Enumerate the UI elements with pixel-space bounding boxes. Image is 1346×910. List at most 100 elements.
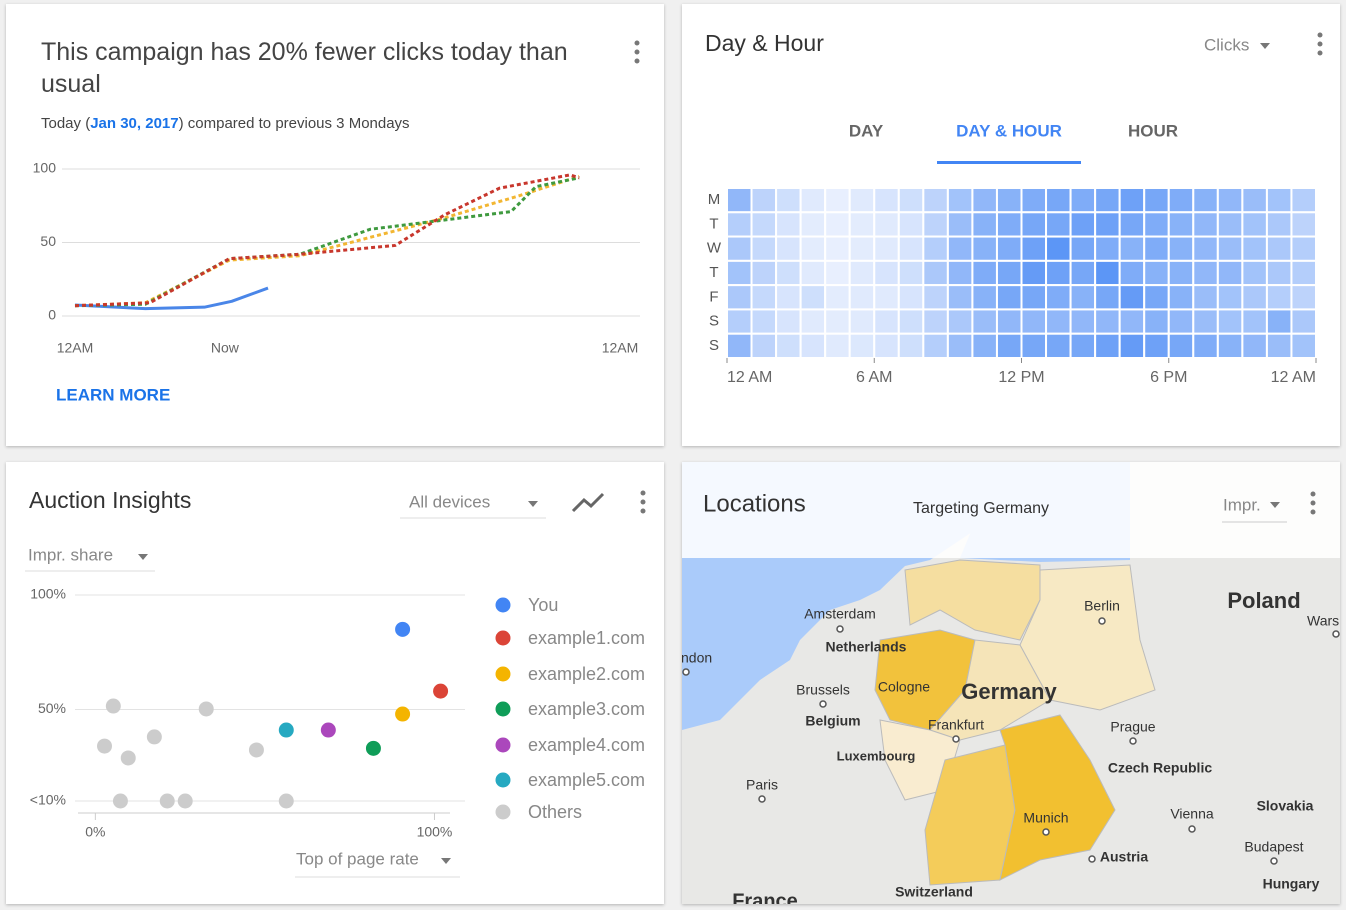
row-label: S (709, 337, 719, 354)
place-label: Amsterdam (804, 606, 876, 622)
dropdown-arrow (1260, 43, 1270, 49)
heat-cell (971, 308, 998, 335)
heat-cell (922, 308, 949, 335)
heat-cell (873, 308, 900, 335)
heat-cell (848, 332, 876, 360)
heat-cell (775, 284, 802, 311)
learn-more[interactable]: LEARN MORE (56, 385, 170, 404)
heat-cell (848, 235, 876, 262)
menu-icon[interactable] (1317, 32, 1323, 56)
heat-cell (775, 332, 802, 360)
x-tick-label: 12 AM (1271, 369, 1316, 386)
tab[interactable]: DAY & HOUR (956, 121, 1062, 140)
heat-cell (1167, 211, 1195, 238)
heat-cell (848, 284, 876, 311)
metric-dropdown[interactable]: Clicks (1204, 35, 1249, 54)
place-label: ndon (681, 650, 712, 666)
heat-cell (1143, 235, 1170, 262)
heat-cell (1241, 187, 1268, 214)
heat-cell (750, 284, 778, 311)
place-label: Budapest (1244, 839, 1303, 855)
point (198, 701, 214, 717)
heat-cell (1192, 211, 1219, 238)
heat-cell (824, 211, 851, 238)
heat-cell (1094, 332, 1121, 360)
heat-cell (750, 211, 778, 238)
heat-cell (1118, 259, 1146, 287)
heat-cell (1069, 187, 1097, 214)
heat-cell (1216, 235, 1244, 262)
dropdown-arrow (138, 554, 148, 560)
heat-cell (1069, 284, 1097, 311)
heat-cell (1020, 259, 1048, 287)
heat-cell (946, 235, 974, 262)
place-label: France (732, 890, 798, 910)
heat-cell (946, 259, 974, 287)
tab[interactable]: HOUR (1128, 121, 1178, 140)
menu-icon[interactable] (1310, 491, 1316, 515)
date-link[interactable]: Jan 30, 2017 (90, 115, 178, 132)
tab[interactable]: DAY (849, 121, 884, 140)
heat-cell (971, 284, 998, 311)
x-metric-dropdown[interactable]: Top of page rate (296, 849, 419, 868)
point (395, 621, 411, 637)
heat-cell (873, 259, 900, 287)
device-dropdown[interactable]: All devices (409, 492, 490, 511)
point (105, 698, 121, 714)
heat-cell (946, 308, 974, 335)
trend-icon[interactable] (571, 492, 605, 513)
heat-cell (1118, 211, 1146, 238)
y-metric-dropdown[interactable]: Impr. share (28, 545, 113, 564)
heat-cell (1094, 235, 1121, 262)
heat-cell (1167, 332, 1195, 360)
y-tick-label: 50 (40, 233, 56, 249)
row-label: T (709, 264, 718, 281)
legend-swatch (495, 666, 511, 682)
series-line (74, 174, 580, 308)
point (177, 793, 193, 809)
card-title: This campaign has 20% fewer clicks today… (41, 38, 568, 98)
legend-swatch (495, 701, 511, 717)
heat-cell (1192, 284, 1219, 311)
region (929, 639, 1051, 741)
heat-cell (1069, 308, 1097, 335)
point (365, 740, 381, 756)
heat-cell (750, 259, 778, 287)
menu-icon[interactable] (634, 40, 640, 64)
heat-cell (1118, 235, 1146, 262)
heat-cell (922, 211, 949, 238)
menu-icon[interactable] (640, 490, 646, 514)
heat-cell (1192, 235, 1219, 262)
heat-cell (1192, 187, 1219, 214)
heat-cell (1216, 308, 1244, 335)
heat-cell (848, 211, 876, 238)
heat-cell (1265, 284, 1293, 311)
heat-cell (971, 235, 998, 262)
heat-cell (799, 235, 827, 262)
card-title: Locations (703, 490, 806, 517)
row-label: M (708, 191, 721, 208)
region (904, 559, 1041, 641)
legend-swatch (495, 772, 511, 788)
heat-cell (922, 187, 949, 214)
legend-swatch (495, 597, 511, 613)
heat-cell (1143, 284, 1170, 311)
heat-cell (1265, 235, 1293, 262)
heat-cell (897, 284, 925, 311)
place-label: Berlin (1084, 598, 1120, 614)
heat-cell (1216, 284, 1244, 311)
heat-cell (824, 284, 851, 311)
legend-label: example4.com (528, 735, 645, 755)
heat-cell (750, 308, 778, 335)
heat-cell (922, 284, 949, 311)
heat-cell (775, 308, 802, 335)
place-label: Brussels (796, 682, 850, 698)
heat-cell (824, 259, 851, 287)
metric-dropdown[interactable]: Impr. (1223, 495, 1261, 514)
heat-cell (946, 284, 974, 311)
place-label: Vienna (1170, 806, 1214, 822)
place-label: Hungary (1263, 876, 1320, 892)
heat-cell (873, 332, 900, 360)
point (395, 706, 411, 722)
heat-cell (1167, 187, 1195, 214)
